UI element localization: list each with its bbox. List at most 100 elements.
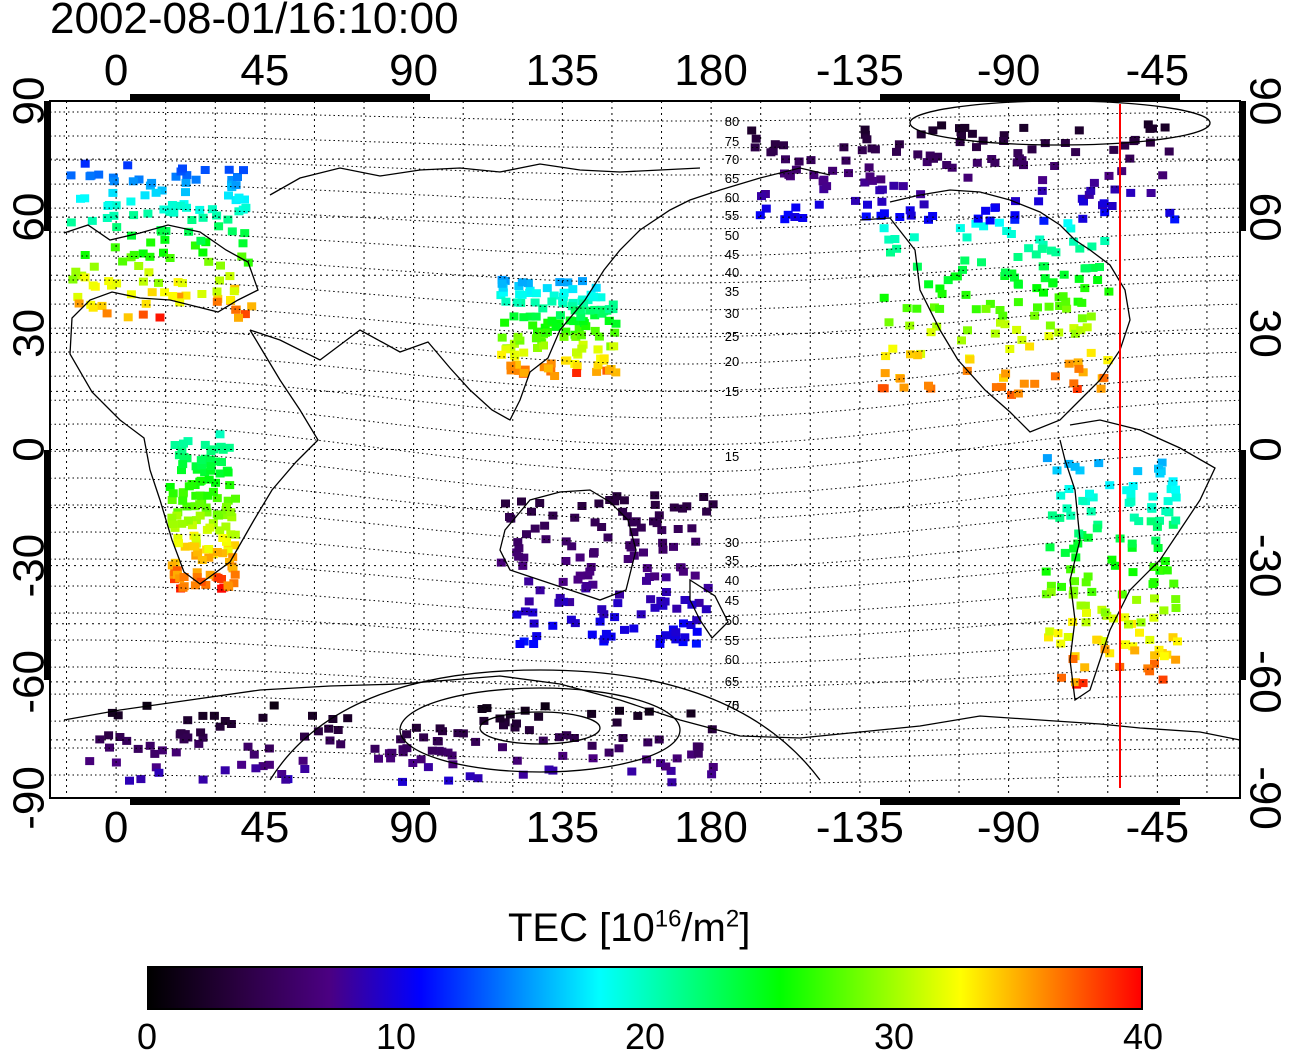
tec-cell (879, 209, 889, 218)
mag-lat-contour (50, 585, 1240, 617)
tec-cell (209, 711, 219, 720)
tec-cell (1055, 302, 1065, 310)
tec-cell (115, 733, 125, 741)
tec-cell (588, 754, 598, 763)
tec-cell (569, 734, 579, 742)
tec-cell (1153, 544, 1163, 552)
tec-cell (497, 279, 507, 288)
tec-cell (1086, 348, 1096, 357)
tec-cell (673, 525, 683, 533)
tec-cell (160, 235, 170, 244)
tec-cell (879, 293, 889, 302)
tec-cell (237, 760, 247, 769)
tec-cell (177, 466, 186, 475)
tec-cell (922, 158, 932, 167)
tec-cell (1045, 543, 1055, 552)
tec-cell (1165, 208, 1175, 217)
tec-cell (1078, 496, 1088, 505)
coast-south-america (1059, 419, 1216, 702)
tec-cell (657, 526, 667, 535)
top-lon-tick-label: -90 (977, 46, 1041, 95)
tec-cell (1050, 372, 1060, 381)
colorbar-title: TEC [1016/m2] (508, 905, 751, 950)
tec-cell (473, 774, 483, 783)
tec-cell (1159, 652, 1169, 661)
tec-cell (1109, 145, 1119, 154)
tec-cell (642, 576, 651, 585)
tec-cell (963, 173, 973, 182)
bottom-longitude-ticks: 0 45 90 135 180 -135 -90 -45 (104, 803, 1189, 852)
tec-cell (1074, 364, 1084, 373)
tec-cell (642, 755, 652, 764)
tec-cell (561, 327, 571, 336)
tec-cell (512, 610, 522, 619)
tec-cell (520, 706, 530, 715)
tec-cell (1155, 469, 1165, 478)
tec-cell (757, 192, 766, 201)
tec-cell (687, 524, 697, 533)
tec-cell (212, 548, 222, 556)
tec-cell (220, 766, 230, 775)
tec-cell (889, 181, 899, 190)
tec-cell (145, 741, 155, 750)
colorbar-tick-label: 20 (624, 1016, 666, 1057)
tec-cell (1093, 276, 1103, 284)
tec-cell (453, 729, 463, 738)
tec-cell (241, 203, 251, 212)
tec-cell (247, 302, 257, 311)
tec-cell (238, 239, 248, 248)
tec-cell (1019, 161, 1028, 170)
tec-cell (155, 313, 165, 322)
tec-cell (231, 305, 241, 314)
tec-cell (1071, 148, 1081, 157)
tec-cell (661, 631, 670, 640)
tec-cell (170, 575, 179, 584)
tec-cell (643, 738, 653, 747)
tec-cell (588, 580, 598, 589)
tec-cell (212, 494, 222, 503)
tec-cell (569, 317, 579, 326)
tec-cell (1048, 279, 1058, 288)
tec-cell (1007, 390, 1016, 399)
tec-cell (138, 277, 148, 286)
tec-cell (1053, 629, 1063, 638)
tec-cell (1047, 511, 1057, 520)
tec-cell (1168, 477, 1178, 486)
tec-cell (636, 523, 646, 532)
tec-cell (784, 170, 794, 179)
tec-cell (1076, 601, 1086, 610)
top-lon-tick-label: 135 (526, 46, 599, 95)
tec-cell (965, 355, 975, 364)
tec-cell (300, 732, 309, 741)
tec-cell (1059, 270, 1069, 279)
tec-cell (88, 303, 98, 312)
tec-cell (427, 746, 437, 755)
tec-cell (669, 542, 678, 551)
tec-cell (597, 605, 607, 614)
tec-cell (1057, 673, 1066, 682)
tec-cell (233, 173, 242, 181)
tec-cell (1143, 120, 1153, 129)
tec-cell (1012, 325, 1022, 334)
tec-cell (212, 297, 222, 306)
tec-cell (190, 581, 200, 590)
contour-label: 65 (725, 171, 739, 186)
tec-cell (264, 760, 274, 769)
tec-cell (524, 577, 534, 586)
mag-lat-contour (50, 666, 1240, 689)
tec-cell (867, 176, 877, 185)
tec-cell (693, 749, 703, 758)
tec-cell (533, 327, 542, 336)
tec-cell (870, 145, 880, 154)
tec-cell (646, 595, 656, 604)
tec-cell (518, 561, 528, 570)
tec-cell (178, 496, 188, 505)
tec-cell (611, 368, 621, 377)
coastlines (63, 163, 1240, 741)
tec-cell (140, 191, 150, 200)
tec-cell (991, 383, 1001, 392)
contour-label: 75 (725, 698, 739, 713)
tec-cell (499, 721, 508, 730)
tec-cell (1017, 156, 1027, 165)
tec-cell (998, 311, 1008, 320)
